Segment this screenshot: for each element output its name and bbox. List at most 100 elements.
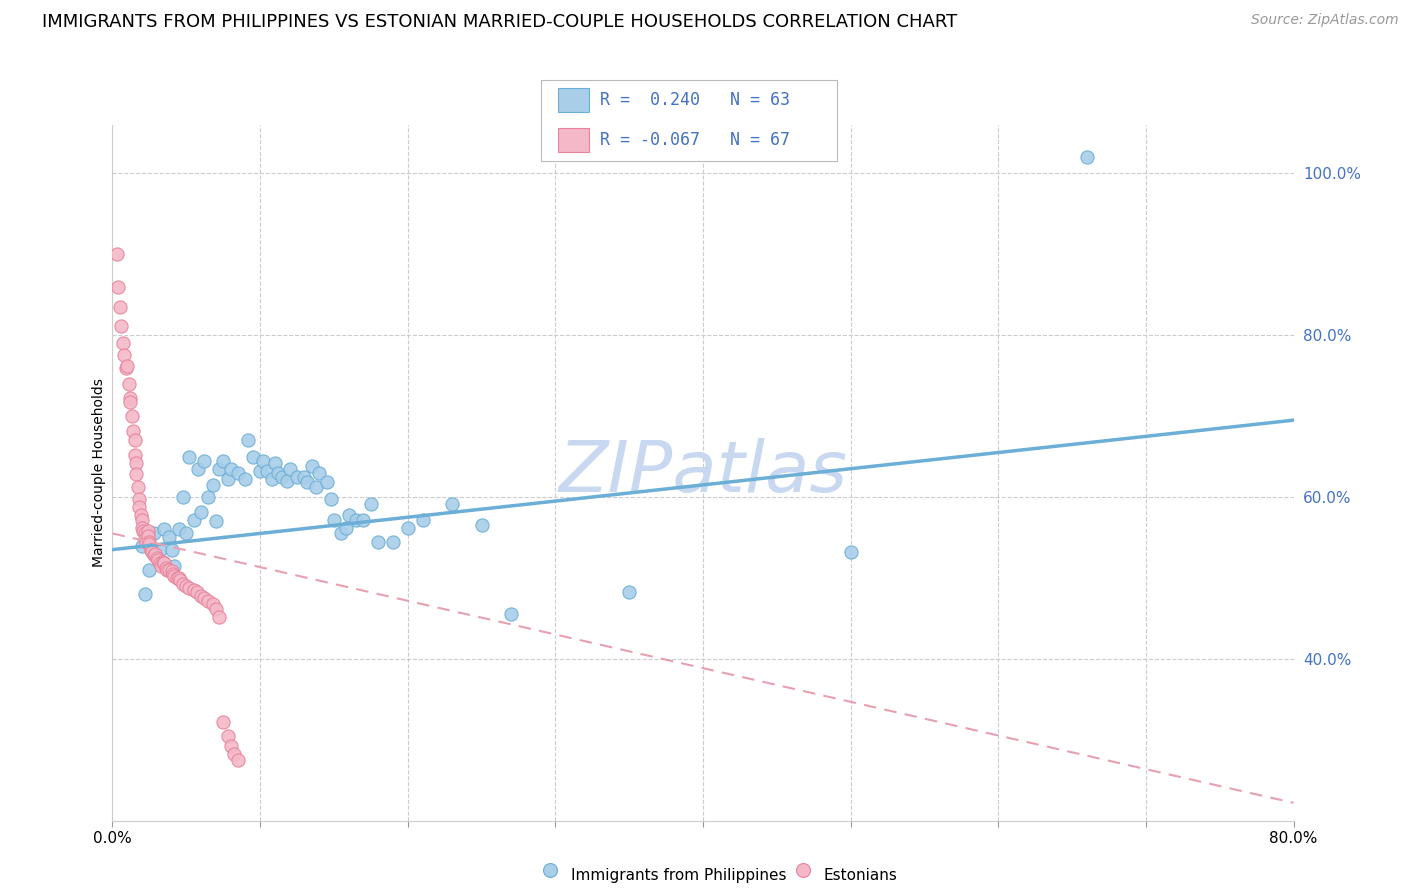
Point (105, 247, 128, 261)
Point (138, 563, 160, 577)
Point (157, 531, 180, 545)
Point (179, 450, 201, 464)
Point (233, 472, 256, 486)
Point (335, 521, 357, 535)
Text: IMMIGRANTS FROM PHILIPPINES VS ESTONIAN MARRIED-COUPLE HOUSEHOLDS CORRELATION CH: IMMIGRANTS FROM PHILIPPINES VS ESTONIAN … (42, 13, 957, 31)
Point (172, 577, 194, 591)
Point (411, 513, 433, 527)
Point (167, 522, 190, 536)
Point (166, 571, 188, 585)
Point (226, 466, 249, 480)
Point (134, 526, 156, 541)
Point (301, 459, 323, 474)
Point (156, 563, 179, 577)
Point (124, 434, 146, 448)
Point (142, 526, 165, 541)
Point (190, 505, 212, 519)
Point (367, 534, 389, 549)
Point (128, 491, 150, 506)
Point (260, 472, 283, 486)
Point (160, 542, 183, 557)
Point (114, 360, 136, 375)
Point (148, 553, 170, 567)
Point (142, 549, 165, 563)
Text: R = -0.067   N = 67: R = -0.067 N = 67 (600, 131, 790, 149)
Text: Estonians: Estonians (824, 869, 898, 883)
Point (167, 571, 190, 585)
Point (217, 729, 239, 743)
Point (315, 475, 337, 490)
Point (538, 863, 561, 877)
Point (352, 513, 374, 527)
Point (136, 529, 159, 543)
Point (179, 581, 201, 595)
Point (117, 359, 138, 373)
Point (111, 336, 134, 351)
Point (125, 467, 148, 482)
Point (264, 456, 287, 470)
Point (138, 537, 160, 551)
Point (193, 591, 215, 606)
Point (153, 522, 176, 536)
Point (136, 524, 159, 538)
Point (292, 470, 315, 484)
Point (163, 558, 186, 573)
Point (120, 392, 142, 406)
Point (267, 466, 290, 480)
Point (146, 550, 169, 565)
Point (305, 480, 328, 494)
Point (108, 300, 131, 314)
Point (337, 508, 360, 522)
Point (155, 561, 177, 575)
Point (122, 424, 145, 438)
Point (141, 545, 163, 559)
Point (163, 569, 186, 583)
Point (131, 513, 153, 527)
Point (226, 753, 249, 767)
Point (792, 863, 814, 877)
Point (201, 478, 224, 492)
Point (219, 739, 242, 754)
Point (197, 490, 219, 504)
Point (205, 601, 228, 615)
Point (222, 747, 245, 762)
Point (323, 513, 346, 527)
Point (129, 508, 152, 522)
Point (190, 589, 212, 603)
Text: ZIPatlas: ZIPatlas (558, 438, 848, 508)
Point (285, 470, 308, 484)
Text: Immigrants from Philippines: Immigrants from Philippines (571, 869, 786, 883)
Point (134, 587, 156, 601)
Point (201, 597, 224, 611)
Point (619, 585, 641, 599)
Point (212, 453, 235, 467)
Point (252, 453, 274, 467)
Point (139, 542, 162, 557)
Y-axis label: Married-couple Households: Married-couple Households (91, 378, 105, 567)
Point (242, 450, 264, 464)
Point (193, 453, 215, 467)
Point (107, 279, 129, 293)
Point (127, 480, 149, 494)
Point (138, 534, 160, 549)
Point (110, 318, 132, 333)
Point (219, 461, 242, 475)
Point (276, 474, 298, 488)
Point (271, 470, 294, 484)
Point (212, 714, 235, 729)
Point (186, 585, 208, 599)
Point (132, 524, 155, 538)
Point (839, 545, 862, 559)
Point (174, 526, 197, 541)
Point (169, 573, 191, 587)
Point (183, 513, 205, 527)
Point (143, 547, 166, 561)
Point (278, 461, 301, 475)
Point (217, 472, 239, 486)
Point (157, 563, 180, 577)
Point (131, 539, 153, 553)
Point (249, 464, 271, 478)
Point (330, 526, 353, 541)
Point (139, 542, 162, 557)
Point (319, 491, 342, 506)
